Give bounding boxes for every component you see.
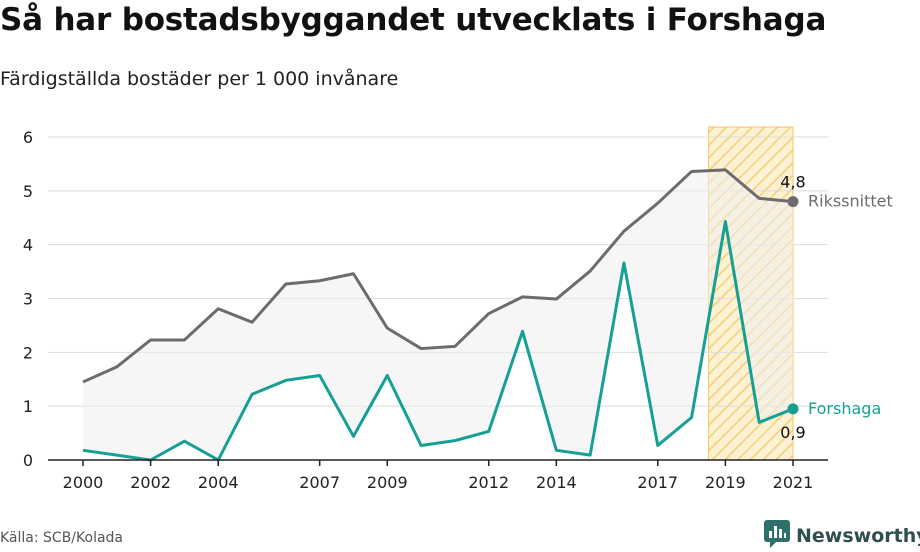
series-line-rikssnittet bbox=[82, 168, 794, 384]
series-label-rikssnittet: Rikssnittet bbox=[808, 192, 893, 211]
x-tick-label: 2017 bbox=[637, 473, 678, 492]
chart-title: Så har bostadsbyggandet utvecklats i For… bbox=[0, 2, 827, 38]
y-tick-label: 6 bbox=[23, 128, 33, 147]
endpoint-rikssnittet bbox=[787, 196, 799, 208]
x-tick-label: 2019 bbox=[705, 473, 746, 492]
series-label-forshaga: Forshaga bbox=[808, 399, 881, 418]
value-label-rikssnittet: 4,8 bbox=[780, 173, 805, 192]
x-tick-label: 2021 bbox=[773, 473, 814, 492]
newsworthy-logo-icon bbox=[764, 520, 790, 552]
endpoint-forshaga bbox=[787, 403, 799, 415]
value-label-forshaga: 0,9 bbox=[780, 423, 805, 442]
line-chart: 0 1 2 3 4 5 6 2000 2002 2004 2007 2009 2012 2014 2017 2… bbox=[23, 126, 893, 492]
brand-name: Newsworthy bbox=[796, 525, 920, 547]
y-tick-label: 3 bbox=[23, 290, 33, 309]
y-tick-label: 1 bbox=[23, 397, 33, 416]
x-tick-label: 2009 bbox=[367, 473, 408, 492]
y-tick-label: 5 bbox=[23, 182, 33, 201]
x-tick-label: 2007 bbox=[299, 473, 340, 492]
brand-logo[interactable]: Newsworthy bbox=[764, 520, 920, 552]
y-tick-label: 0 bbox=[23, 451, 33, 470]
difference-area bbox=[83, 169, 793, 461]
chart-subtitle: Färdigställda bostäder per 1 000 invånar… bbox=[0, 68, 399, 90]
y-tick-label: 4 bbox=[23, 236, 33, 255]
x-tick-label: 2000 bbox=[63, 473, 104, 492]
source-note: Källa: SCB/Kolada bbox=[0, 530, 124, 546]
series-line-forshaga bbox=[82, 220, 794, 462]
x-tick-label: 2012 bbox=[468, 473, 509, 492]
x-tick-label: 2014 bbox=[536, 473, 577, 492]
y-tick-label: 2 bbox=[23, 343, 33, 362]
x-tick-label: 2002 bbox=[130, 473, 171, 492]
x-tick-label: 2004 bbox=[198, 473, 239, 492]
